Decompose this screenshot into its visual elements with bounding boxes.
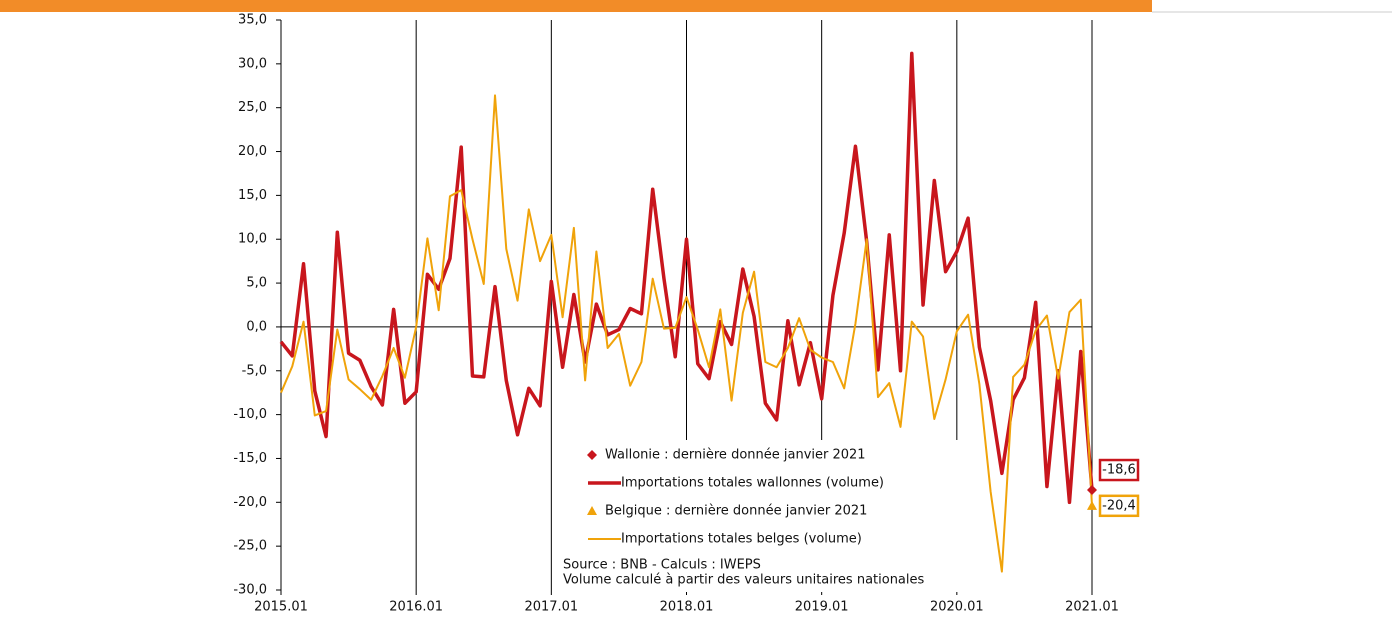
value-label-box xyxy=(1098,458,1140,482)
y-tick-label: 35,0 xyxy=(238,13,267,28)
y-tick-label: 10,0 xyxy=(238,232,267,247)
last-value-marker xyxy=(1087,500,1097,510)
source-note: Volume calculé à partir des valeurs unit… xyxy=(563,573,925,588)
header-bar xyxy=(0,0,1152,12)
y-tick-label: 30,0 xyxy=(238,56,267,71)
y-tick-label: -30,0 xyxy=(233,583,267,598)
y-tick-label: -20,0 xyxy=(233,495,267,510)
value-label: -18,6 xyxy=(1102,463,1136,478)
series-line xyxy=(279,51,1094,505)
x-tick-label: 2021.01 xyxy=(1065,600,1119,615)
value-label-box xyxy=(1098,494,1140,518)
legend-label: Importations totales belges (volume) xyxy=(621,532,862,547)
legend-label: Belgique : dernière donnée janvier 2021 xyxy=(605,504,867,519)
x-tick-label: 2016.01 xyxy=(389,600,443,615)
legend-box xyxy=(585,440,963,592)
y-tick-label: -5,0 xyxy=(242,363,267,378)
y-tick-label: -15,0 xyxy=(233,451,267,466)
y-tick-label: 20,0 xyxy=(238,144,267,159)
y-tick-label: 5,0 xyxy=(246,276,267,291)
y-tick-label: 0,0 xyxy=(246,319,267,334)
x-tick-label: 2017.01 xyxy=(524,600,578,615)
x-tick-label: 2015.01 xyxy=(254,600,308,615)
x-tick-label: 2018.01 xyxy=(660,600,714,615)
last-value-marker xyxy=(1087,485,1097,496)
series-line xyxy=(280,94,1093,573)
x-tick-label: 2020.01 xyxy=(930,600,984,615)
y-tick-label: -25,0 xyxy=(233,539,267,554)
y-tick-label: 15,0 xyxy=(238,188,267,203)
x-tick-label: 2019.01 xyxy=(795,600,849,615)
value-label: -20,4 xyxy=(1102,498,1136,513)
legend-marker xyxy=(587,506,597,515)
y-tick-label: -10,0 xyxy=(233,407,267,422)
source-note: Source : BNB - Calculs : IWEPS xyxy=(563,558,761,573)
legend-marker xyxy=(587,450,597,460)
legend-label: Importations totales wallonnes (volume) xyxy=(621,476,884,491)
legend-label: Wallonie : dernière donnée janvier 2021 xyxy=(605,448,866,463)
y-tick-label: 25,0 xyxy=(238,100,267,115)
